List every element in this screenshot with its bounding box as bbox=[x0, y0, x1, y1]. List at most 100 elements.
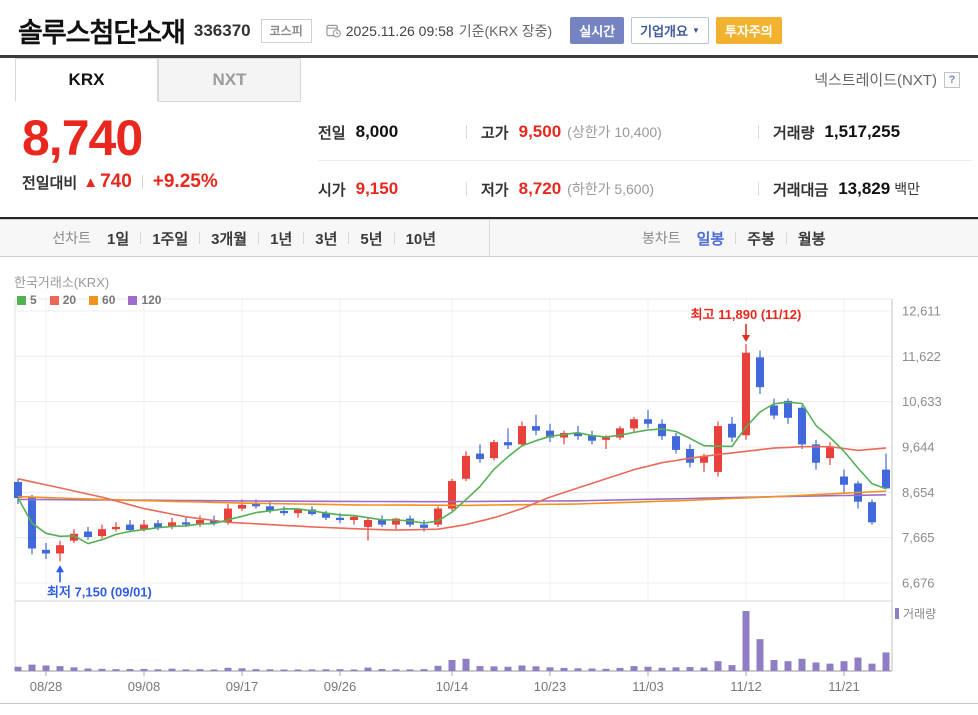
change-percent: +9.25% bbox=[152, 171, 218, 192]
trade-value: 13,829 bbox=[838, 179, 891, 198]
volume-bar bbox=[602, 668, 610, 671]
period-1week[interactable]: 1주일 bbox=[152, 230, 189, 248]
tab-krx[interactable]: KRX bbox=[15, 58, 158, 102]
volume-bar bbox=[504, 666, 512, 671]
candle-body bbox=[168, 522, 176, 527]
volume-bar bbox=[168, 668, 176, 671]
y-axis-label: 6,676 bbox=[902, 576, 935, 591]
candle-body bbox=[238, 504, 246, 509]
candle-body bbox=[700, 455, 708, 463]
volume-bar bbox=[280, 669, 288, 671]
candle-body bbox=[182, 522, 190, 525]
header: 솔루스첨단소재 336370 코스피 2025.11.26 09:58 기준(K… bbox=[0, 0, 978, 58]
period-1day[interactable]: 1일 bbox=[107, 230, 130, 248]
max-price-annotation: 최고 11,890 (11/12) bbox=[691, 307, 801, 343]
realtime-badge[interactable]: 실시간 bbox=[570, 17, 625, 44]
candle-chart-nav: 봉차트 일봉 주봉 월봉 bbox=[490, 220, 978, 256]
volume-bar bbox=[672, 667, 680, 671]
candle-body bbox=[602, 437, 610, 440]
x-axis-label: 11/12 bbox=[730, 679, 762, 694]
volume-bar bbox=[644, 666, 652, 671]
volume-bar bbox=[826, 663, 834, 671]
candle-body bbox=[448, 481, 456, 509]
period-monthly-candle[interactable]: 월봉 bbox=[797, 230, 826, 248]
investment-caution-badge[interactable]: 투자주의 bbox=[715, 17, 782, 44]
candle-body bbox=[812, 444, 820, 463]
volume-legend: 거래량 bbox=[895, 607, 936, 621]
candle-body bbox=[280, 510, 288, 514]
volume-bar bbox=[112, 669, 120, 671]
ma60-line bbox=[17, 490, 887, 507]
candle-body bbox=[686, 448, 694, 463]
candle-body bbox=[770, 405, 778, 416]
divider bbox=[466, 182, 467, 196]
candle-body bbox=[546, 430, 554, 438]
tab-nxt[interactable]: NXT bbox=[158, 58, 301, 102]
volume-bar bbox=[70, 667, 78, 671]
y-axis-label: 12,611 bbox=[902, 304, 941, 319]
trade-value-unit: 백만 bbox=[894, 181, 920, 197]
ma-legend-item: 60 bbox=[89, 293, 115, 307]
candle-body bbox=[868, 502, 876, 523]
volume-bar bbox=[56, 666, 64, 671]
y-axis-label: 9,644 bbox=[902, 439, 935, 454]
candle-body bbox=[252, 503, 260, 507]
help-icon[interactable]: ? bbox=[944, 71, 960, 88]
divider bbox=[758, 182, 759, 196]
candle-body bbox=[322, 513, 330, 518]
candle-body bbox=[336, 517, 344, 521]
period-1year[interactable]: 1년 bbox=[270, 230, 293, 248]
candle-body bbox=[196, 520, 204, 525]
min-price-label: 최저 7,150 (09/01) bbox=[47, 584, 152, 599]
candle-body bbox=[350, 516, 358, 521]
period-daily-candle[interactable]: 일봉 bbox=[696, 230, 725, 248]
candlestick-chart: 12,611 11,622 10,633 9,644 8,654 7,665 6,676 08… bbox=[0, 257, 978, 704]
divider bbox=[735, 232, 737, 244]
trade-value-label: 거래대금 bbox=[773, 181, 829, 199]
period-3month[interactable]: 3개월 bbox=[211, 230, 248, 248]
period-3year[interactable]: 3년 bbox=[315, 230, 338, 248]
volume-bar bbox=[224, 667, 232, 671]
divider bbox=[758, 125, 759, 139]
volume-bar bbox=[546, 667, 554, 671]
volume-bar bbox=[630, 666, 638, 671]
volume-bar bbox=[700, 667, 708, 671]
candle-body bbox=[154, 523, 162, 528]
exchange-tabs: KRX NXT 넥스트레이드(NXT) ? bbox=[0, 58, 978, 104]
volume-bar bbox=[448, 659, 456, 671]
volume-bar bbox=[462, 658, 470, 671]
legend-label: 5 bbox=[30, 293, 37, 307]
legend-swatch-icon bbox=[17, 295, 26, 305]
market-badge: 코스피 bbox=[260, 18, 312, 43]
volume-bar bbox=[490, 666, 498, 671]
nextrade-link[interactable]: 넥스트레이드(NXT) ? bbox=[814, 69, 960, 90]
company-overview-dropdown[interactable]: 기업개요 ▼ bbox=[631, 17, 709, 44]
volume-bar bbox=[476, 666, 484, 671]
volume-bar bbox=[742, 611, 750, 671]
high-cell: 고가 9,500 (상한가 10,400) bbox=[466, 122, 758, 143]
volume-bar bbox=[196, 669, 204, 671]
period-5year[interactable]: 5년 bbox=[360, 230, 383, 248]
volume-bar bbox=[126, 669, 134, 671]
volume-cell: 거래량 1,517,255 bbox=[758, 122, 972, 143]
x-axis-label: 08/28 bbox=[30, 679, 63, 694]
ma-legend-item: 5 bbox=[17, 293, 37, 307]
volume-bars bbox=[14, 611, 890, 671]
volume-bar bbox=[588, 668, 596, 671]
candle-body bbox=[84, 531, 92, 537]
candle-body bbox=[434, 508, 442, 525]
legend-swatch-icon bbox=[89, 295, 99, 305]
candle-body bbox=[266, 506, 274, 511]
divider bbox=[140, 232, 142, 244]
volume-bar bbox=[406, 669, 414, 671]
high-label: 고가 bbox=[481, 124, 509, 142]
down-arrow-icon bbox=[742, 335, 750, 343]
period-weekly-candle[interactable]: 주봉 bbox=[747, 230, 775, 248]
volume-bar bbox=[364, 667, 372, 671]
period-10year[interactable]: 10년 bbox=[405, 230, 437, 248]
ma-legend-item: 120 bbox=[128, 293, 161, 307]
volume-bar bbox=[714, 661, 722, 671]
ma20-line bbox=[17, 445, 887, 531]
volume-bar bbox=[882, 652, 890, 671]
summary-row-2: 시가 9,150 저가 8,720 (하한가 5,600) 거래대금 13,82… bbox=[318, 161, 972, 217]
